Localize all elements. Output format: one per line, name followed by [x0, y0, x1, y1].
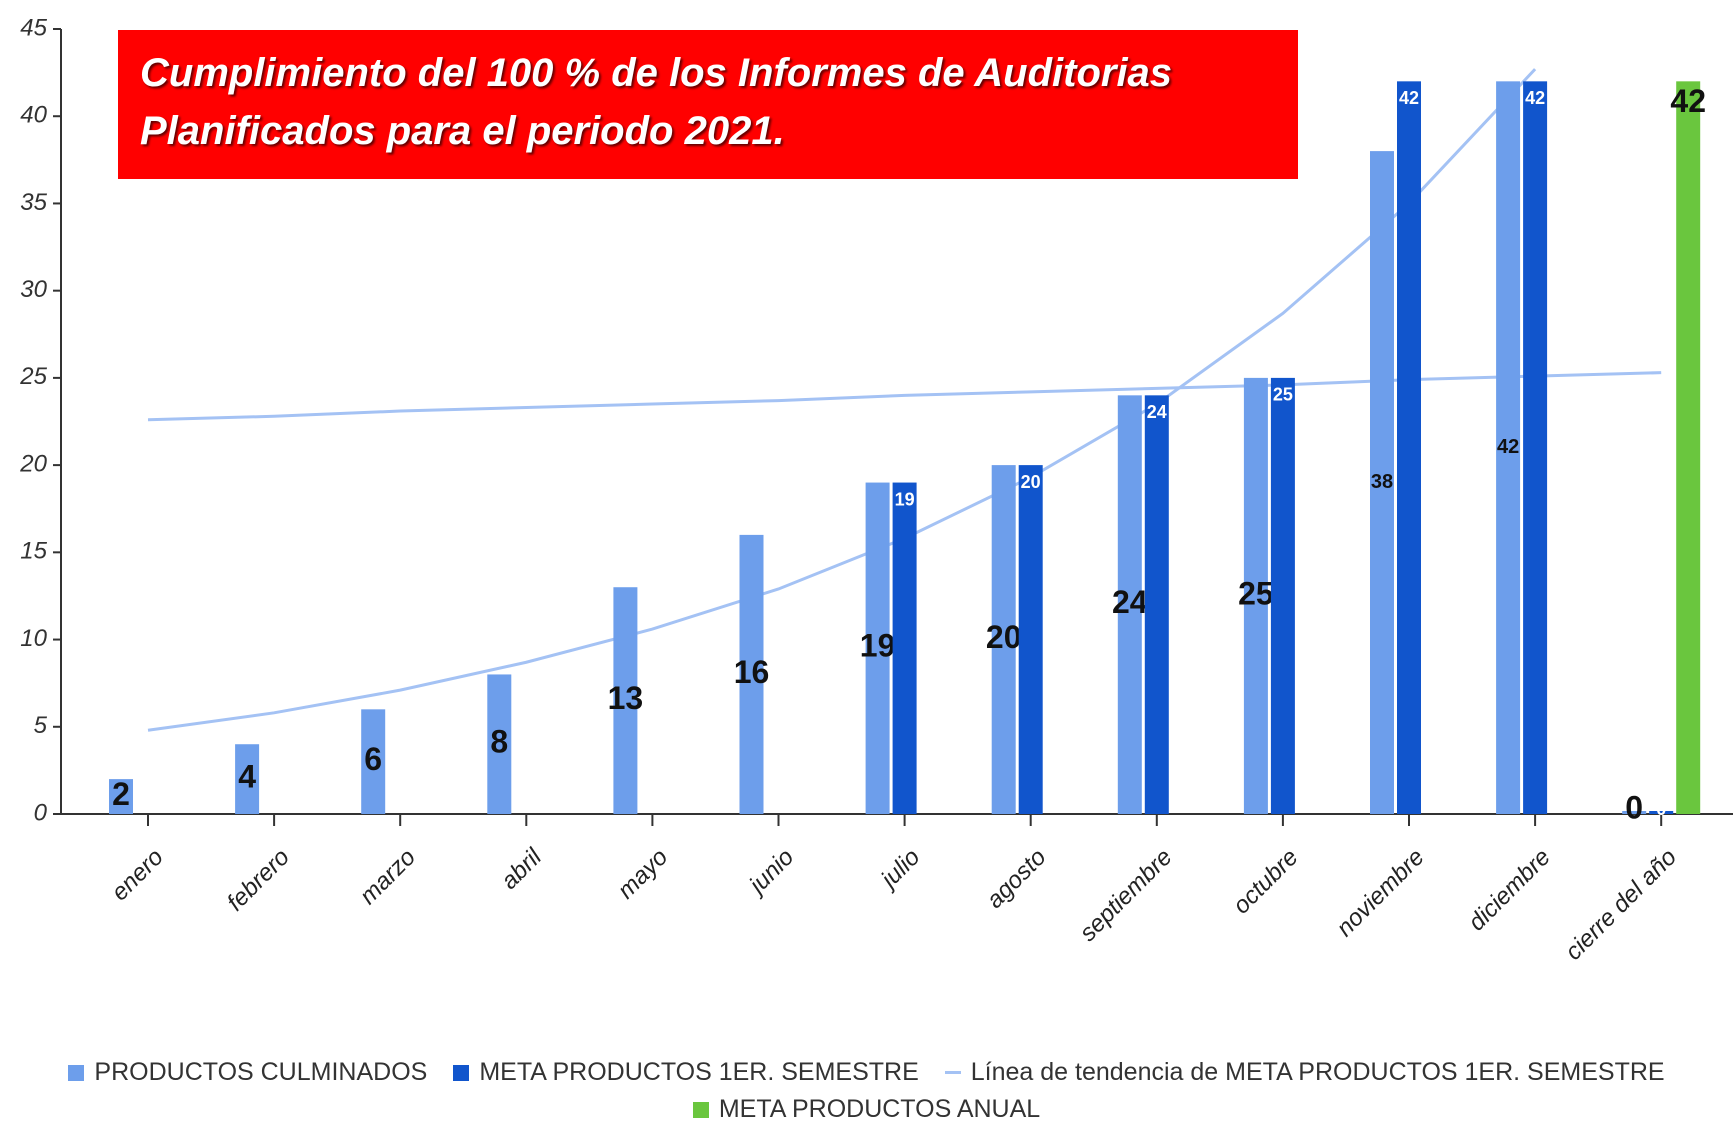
- y-tick-label: 10: [20, 625, 47, 652]
- y-tick-label: 0: [34, 799, 48, 826]
- legend-label: PRODUCTOS CULMINADOS: [94, 1058, 428, 1086]
- x-tick-label: cierre del año: [1560, 844, 1682, 966]
- bar: [991, 465, 1016, 814]
- bar: [865, 482, 890, 814]
- trend-line: [147, 371, 1662, 422]
- x-tick-label: febrero: [222, 844, 295, 917]
- legend-item: PRODUCTOS CULMINADOS: [68, 1058, 427, 1087]
- data-label: 8: [490, 724, 508, 760]
- x-tick-label: marzo: [355, 844, 421, 910]
- y-tick-label: 15: [20, 538, 47, 565]
- legend-item: META PRODUCTOS ANUAL: [692, 1095, 1041, 1124]
- bar: [109, 779, 133, 814]
- data-label: 42: [1399, 88, 1419, 108]
- y-tick-label: 20: [19, 450, 47, 477]
- chart-title: Cumplimiento del 100 % de los Informes d…: [118, 30, 1298, 179]
- bar: [1676, 81, 1701, 815]
- trend-line: [147, 68, 1537, 732]
- legend-swatch: [944, 1071, 961, 1074]
- y-tick-label: 25: [19, 363, 47, 390]
- bar: [235, 744, 260, 814]
- bar: [1370, 151, 1394, 815]
- data-label: 13: [608, 680, 644, 716]
- bar: [892, 482, 917, 814]
- legend-item: Línea de tendencia de META PRODUCTOS 1ER…: [944, 1058, 1665, 1087]
- data-label: 16: [734, 654, 770, 690]
- data-label: 42: [1525, 88, 1545, 108]
- bar: [1496, 81, 1521, 815]
- legend-swatch: [68, 1064, 85, 1081]
- bar: [1397, 81, 1421, 815]
- data-label: 25: [1238, 575, 1274, 611]
- bar: [1117, 395, 1142, 814]
- legend-label: Línea de tendencia de META PRODUCTOS 1ER…: [970, 1058, 1665, 1086]
- data-label: 42: [1497, 436, 1519, 458]
- data-label: 2: [112, 776, 130, 812]
- bar: [1523, 81, 1548, 815]
- legend-swatch: [692, 1101, 709, 1118]
- data-label: 19: [895, 489, 915, 509]
- data-label: 4: [238, 759, 256, 795]
- legend-swatch: [453, 1064, 470, 1081]
- data-label: 24: [1112, 584, 1148, 620]
- data-label: 0: [1625, 789, 1643, 825]
- data-label: 0: [1656, 799, 1666, 819]
- y-tick-label: 35: [20, 189, 47, 216]
- legend-label: META PRODUCTOS 1ER. SEMESTRE: [479, 1058, 919, 1086]
- data-label: 25: [1273, 385, 1293, 405]
- y-tick-label: 30: [20, 276, 47, 303]
- x-tick-label: septiembre: [1074, 844, 1177, 947]
- legend-item: META PRODUCTOS 1ER. SEMESTRE: [453, 1058, 919, 1087]
- y-tick-label: 45: [20, 14, 47, 41]
- data-label: 24: [1147, 402, 1167, 422]
- bar: [613, 587, 638, 814]
- data-label: 19: [860, 628, 896, 664]
- bar: [1243, 377, 1268, 814]
- bar: [1018, 465, 1043, 814]
- bar: [487, 674, 512, 814]
- y-tick-label: 40: [20, 102, 47, 129]
- bar: [1622, 811, 1647, 814]
- data-label: 38: [1371, 471, 1393, 493]
- x-tick-label: diciembre: [1463, 844, 1556, 937]
- x-tick-label: abril: [496, 843, 548, 895]
- x-tick-label: julio: [874, 844, 925, 895]
- legend: PRODUCTOS CULMINADOS META PRODUCTOS 1ER. …: [0, 1058, 1733, 1124]
- x-tick-label: mayo: [613, 844, 674, 905]
- bar: [1144, 395, 1169, 814]
- bar: [739, 534, 764, 814]
- data-label: 42: [1670, 83, 1706, 119]
- x-tick-label: enero: [106, 844, 169, 907]
- x-tick-label: agosto: [981, 844, 1051, 914]
- bar: [361, 709, 386, 814]
- y-tick-label: 5: [34, 712, 48, 739]
- data-label: 20: [1021, 472, 1041, 492]
- bar: [1649, 811, 1674, 814]
- x-tick-label: noviembre: [1331, 844, 1429, 942]
- x-tick-label: octubre: [1228, 844, 1304, 920]
- bar: [1270, 377, 1295, 814]
- data-label: 6: [364, 741, 382, 777]
- x-tick-label: junio: [742, 844, 799, 901]
- legend-label: META PRODUCTOS ANUAL: [718, 1095, 1041, 1123]
- data-label: 20: [986, 619, 1022, 655]
